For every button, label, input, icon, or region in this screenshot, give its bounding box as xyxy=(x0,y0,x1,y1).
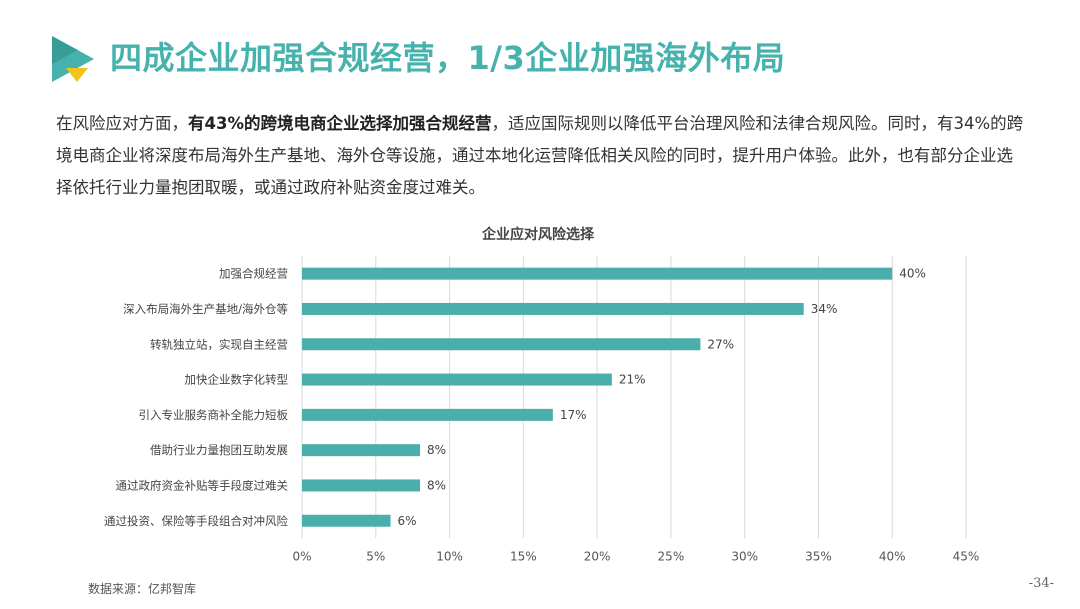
x-tick-label: 35% xyxy=(805,549,832,563)
category-label: 加强合规经营 xyxy=(219,267,288,281)
brand-logo-icon xyxy=(52,36,94,82)
data-label: 8% xyxy=(427,478,446,492)
x-tick-label: 40% xyxy=(879,549,906,563)
category-label: 深入布局海外生产基地/海外仓等 xyxy=(123,302,288,316)
data-source: 数据来源：亿邦智库 xyxy=(88,582,197,596)
bar xyxy=(302,408,553,421)
category-label: 加快企业数字化转型 xyxy=(185,373,289,387)
category-label: 转轨独立站，实现自主经营 xyxy=(150,337,288,351)
risk-response-bar-chart: 企业应对风险选择 0% 5% 10% 15% 20% 25% 30% 35% 40% 45% 加强合规… xyxy=(104,226,980,563)
category-label: 通过投资、保险等手段组合对冲风险 xyxy=(104,514,288,528)
x-tick-label: 20% xyxy=(584,549,611,563)
intro-highlight: 有43%的跨境电商企业选择加强合规经营 xyxy=(188,114,492,133)
bar xyxy=(302,302,804,315)
data-label: 40% xyxy=(899,267,926,281)
intro-text-part1: 在风险应对方面， xyxy=(56,114,188,133)
x-tick-label: 45% xyxy=(953,549,980,563)
bar xyxy=(302,444,421,457)
bar xyxy=(302,514,391,527)
x-tick-label: 0% xyxy=(292,549,311,563)
data-label: 6% xyxy=(398,514,417,528)
category-label: 通过政府资金补贴等手段度过难关 xyxy=(116,478,289,492)
x-tick-label: 25% xyxy=(658,549,685,563)
data-label: 21% xyxy=(619,373,646,387)
data-label: 34% xyxy=(811,302,838,316)
x-tick-label: 15% xyxy=(510,549,537,563)
data-label: 27% xyxy=(707,337,734,351)
category-label: 借助行业力量抱团互助发展 xyxy=(150,443,288,457)
bar xyxy=(302,373,612,386)
bar xyxy=(302,267,893,280)
page-number: -34- xyxy=(1028,576,1054,591)
page-title: 四成企业加强合规经营，1/3企业加强海外布局 xyxy=(110,39,786,77)
x-tick-label: 5% xyxy=(366,549,385,563)
bar xyxy=(302,338,701,351)
category-label: 引入专业服务商补全能力短板 xyxy=(139,408,289,422)
intro-paragraph: 在风险应对方面，有43%的跨境电商企业选择加强合规经营，适应国际规则以降低平台治… xyxy=(56,108,1024,204)
x-tick-label: 10% xyxy=(436,549,463,563)
bar xyxy=(302,479,421,492)
data-label: 17% xyxy=(560,408,587,422)
x-tick-label: 30% xyxy=(731,549,758,563)
data-label: 8% xyxy=(427,443,446,457)
intro-text-part2: ，适应国际规则以降低平台治理风险和法律合规风险。同时，有34%的跨境电商企业将深… xyxy=(56,114,1024,197)
chart-title: 企业应对风险选择 xyxy=(481,226,595,243)
